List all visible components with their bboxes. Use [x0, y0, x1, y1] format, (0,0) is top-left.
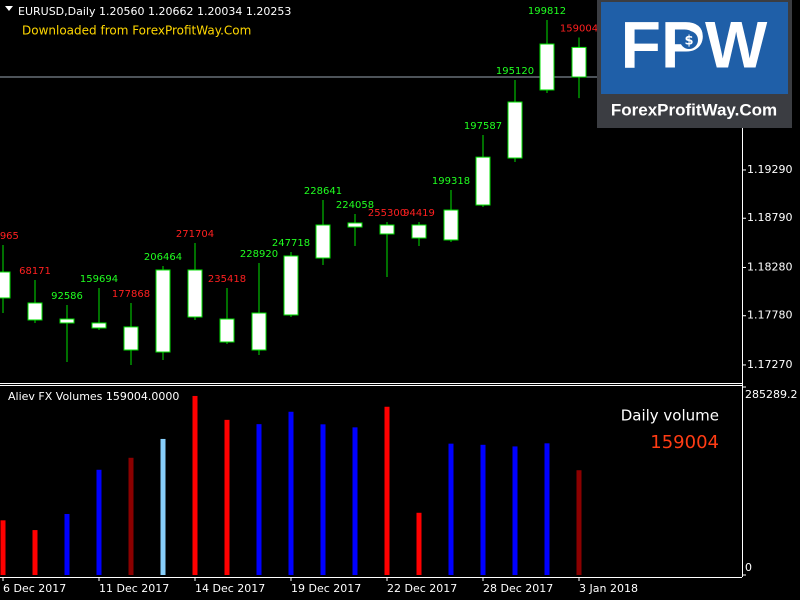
volume-value-label: 197587	[464, 121, 502, 132]
candle-body	[379, 224, 395, 235]
volume-bar	[64, 513, 70, 575]
volume-bar	[288, 411, 294, 575]
candle-body	[347, 222, 363, 228]
volume-value-label: 82965	[0, 231, 19, 242]
volume-value-label: 195120	[496, 66, 534, 77]
chart-title: EURUSD,Daily 1.20560 1.20662 1.20034 1.2…	[18, 5, 291, 18]
watermark: FPW $ ForexProfitWay.Com	[597, 0, 792, 128]
volume-bar	[512, 446, 518, 575]
candle-body	[443, 209, 459, 241]
volume-bar	[96, 469, 102, 575]
volume-value-label: 199812	[528, 6, 566, 17]
volume-value-label: 224058	[336, 200, 374, 211]
candle-body	[539, 43, 555, 91]
x-tick-label: 3 Jan 2018	[579, 582, 638, 595]
volume-bar	[320, 424, 326, 575]
volume-bar	[576, 470, 582, 575]
volume-value-label: 159004	[560, 24, 598, 35]
volume-bar	[0, 520, 6, 575]
volume-bar	[352, 427, 358, 575]
candle-body	[155, 269, 171, 353]
logo-top	[601, 2, 788, 94]
volume-bar	[416, 512, 422, 575]
volume-value-label: 206464	[144, 252, 182, 263]
x-tick-label: 14 Dec 2017	[195, 582, 265, 595]
volume-bar	[32, 530, 38, 575]
logo-caption: ForexProfitWay.Com	[611, 100, 777, 119]
annotation: Downloaded from ForexProfitWay.Com	[22, 24, 251, 38]
y-tick-label: 285289.2	[745, 388, 798, 401]
volume-value-label: 94419	[403, 208, 435, 219]
y-tick-label: 1.17780	[747, 309, 793, 322]
volume-value-label: 247718	[272, 238, 310, 249]
y-tick-label: 0	[745, 561, 752, 574]
x-tick-label: 11 Dec 2017	[99, 582, 169, 595]
candle-body	[219, 318, 235, 343]
y-tick-label: 1.18790	[747, 211, 793, 224]
volume-value-label: 228920	[240, 249, 278, 260]
x-tick-label: 22 Dec 2017	[387, 582, 457, 595]
logo-icon	[680, 31, 698, 49]
x-tick-label: 6 Dec 2017	[3, 582, 66, 595]
candle-body	[283, 255, 299, 316]
volume-value-label: 235418	[208, 274, 246, 285]
volume-value-label: 68171	[19, 266, 51, 277]
candle-body	[507, 101, 523, 159]
volume-bar	[160, 438, 166, 575]
candle-body	[411, 224, 427, 239]
volume-value-label: 255300	[368, 208, 406, 219]
volume-bar	[128, 457, 134, 575]
candle-body	[59, 318, 75, 324]
volume-bar	[256, 424, 262, 575]
candle-body	[475, 156, 491, 206]
volume-bar	[480, 444, 486, 575]
volume-value-label: 159694	[80, 274, 118, 285]
volume-label: Daily volume	[621, 407, 719, 425]
candle-body	[91, 322, 107, 329]
x-tick-label: 28 Dec 2017	[483, 582, 553, 595]
candle-body	[187, 269, 203, 318]
volume-bar	[192, 395, 198, 575]
logo-symbol: $	[684, 34, 693, 49]
volume-bar	[384, 406, 390, 575]
menu-triangle	[5, 6, 13, 11]
volume-value-label: 177868	[112, 289, 150, 300]
candle-body	[251, 312, 267, 351]
volume-value-label: 271704	[176, 229, 214, 240]
volume-title: Aliev FX Volumes 159004.0000	[8, 390, 179, 403]
candle-body	[571, 46, 587, 78]
candle-body	[123, 326, 139, 351]
x-tick-label: 19 Dec 2017	[291, 582, 361, 595]
candle-body	[0, 271, 11, 299]
volume-current: 159004	[650, 432, 719, 453]
y-tick-label: 1.17270	[747, 358, 793, 371]
volume-value-label: 92586	[51, 291, 83, 302]
y-tick-label: 1.19290	[747, 163, 793, 176]
volume-value-label: 199318	[432, 176, 470, 187]
candle-body	[315, 224, 331, 259]
volume-bar	[224, 419, 230, 575]
y-tick-label: 1.18280	[747, 260, 793, 273]
plot: 1.17270 1.17780 1.18280 1.18790 1.19290 82965…	[0, 6, 798, 595]
volume-bar	[544, 443, 550, 575]
candle-body	[27, 302, 43, 321]
volume-value-label: 228641	[304, 186, 342, 197]
volume-bar	[448, 443, 454, 575]
